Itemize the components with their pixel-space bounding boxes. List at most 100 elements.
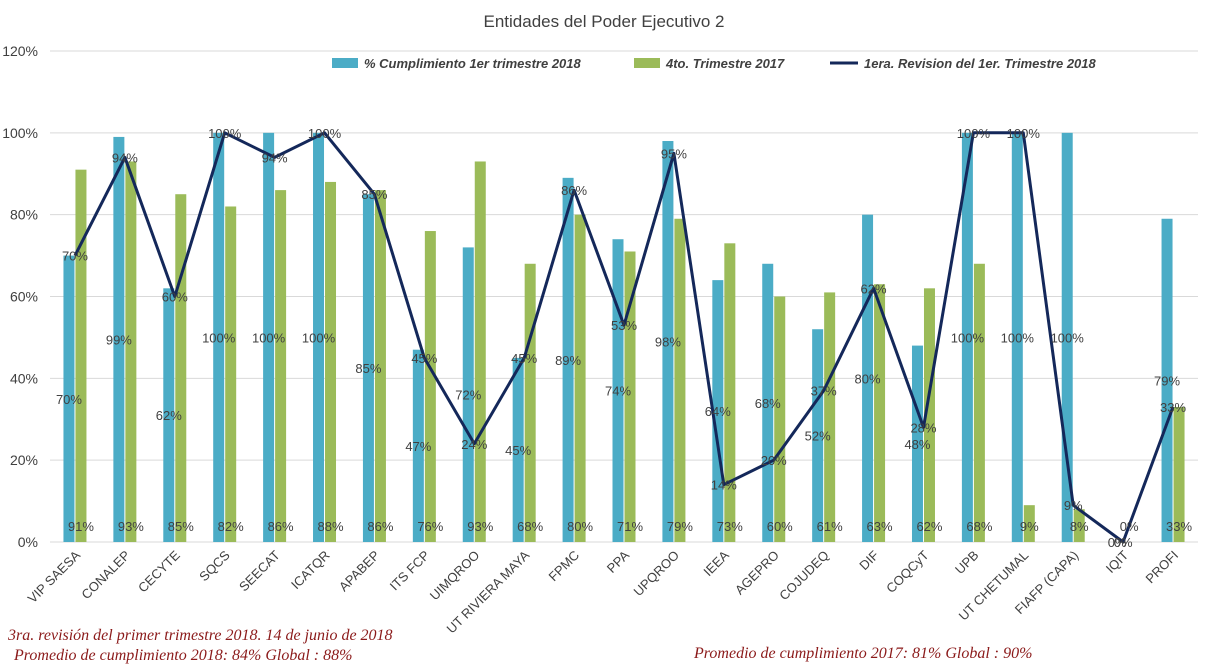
bar-4to-trimestre-2017	[973, 263, 985, 542]
bar-cumplimiento-2018	[1011, 132, 1023, 543]
data-label-4to-trimestre-2017: 82%	[218, 519, 244, 534]
bar-4to-trimestre-2017	[724, 243, 736, 542]
data-label-4to-trimestre-2017: 93%	[118, 519, 144, 534]
bar-cumplimiento-2018	[812, 329, 824, 542]
legend-swatch-1	[332, 58, 358, 68]
data-label-4to-trimestre-2017: 0%	[1120, 519, 1139, 534]
data-label-4to-trimestre-2017: 60%	[767, 519, 793, 534]
average-2017-note: Promedio de cumplimiento 2017: 81% Globa…	[694, 645, 1033, 662]
data-label-4to-trimestre-2017: 80%	[567, 519, 593, 534]
bar-cumplimiento-2018	[313, 132, 325, 543]
bar-cumplimiento-2018	[113, 136, 125, 543]
y-tick-label: 40%	[10, 370, 38, 386]
legend-swatch-2	[634, 58, 660, 68]
data-label-4to-trimestre-2017: 85%	[168, 519, 194, 534]
data-label-cumplimiento-2018: 62%	[156, 408, 182, 423]
data-label-1era-revision: 37%	[811, 384, 837, 399]
bar-4to-trimestre-2017	[624, 251, 636, 542]
data-label-4to-trimestre-2017: 63%	[867, 519, 893, 534]
data-label-4to-trimestre-2017: 61%	[817, 519, 843, 534]
bar-4to-trimestre-2017	[674, 218, 686, 542]
revision-note: 3ra. revisión del primer trimestre 2018.…	[8, 627, 393, 644]
data-label-1era-revision: 100%	[308, 126, 342, 141]
data-label-cumplimiento-2018: 79%	[1154, 373, 1180, 388]
data-label-1era-revision: 20%	[761, 453, 787, 468]
x-tick-label: IQIT	[1103, 547, 1132, 576]
bar-cumplimiento-2018	[512, 357, 524, 542]
x-tick-label: UPB	[952, 548, 982, 578]
bar-cumplimiento-2018	[462, 247, 474, 542]
data-label-1era-revision: 45%	[511, 351, 537, 366]
bar-4to-trimestre-2017	[1173, 406, 1185, 542]
data-label-cumplimiento-2018: 0%	[1108, 535, 1127, 550]
data-label-1era-revision: 24%	[461, 437, 487, 452]
data-label-1era-revision: 62%	[861, 281, 887, 296]
data-label-1era-revision: 14%	[711, 478, 737, 493]
bar-4to-trimestre-2017	[125, 161, 137, 542]
data-label-4to-trimestre-2017: 76%	[417, 519, 443, 534]
data-label-4to-trimestre-2017: 86%	[367, 519, 393, 534]
data-label-cumplimiento-2018: 48%	[904, 437, 930, 452]
data-label-1era-revision: 53%	[611, 318, 637, 333]
x-tick-label: APABEP	[336, 548, 383, 595]
bar-cumplimiento-2018	[163, 288, 175, 542]
data-label-cumplimiento-2018: 68%	[755, 396, 781, 411]
y-tick-label: 20%	[10, 452, 38, 468]
y-tick-label: 120%	[2, 43, 38, 59]
data-label-1era-revision: 94%	[112, 150, 138, 165]
data-label-4to-trimestre-2017: 71%	[617, 519, 643, 534]
data-label-1era-revision: 70%	[62, 249, 88, 264]
bar-4to-trimestre-2017	[325, 181, 337, 542]
bar-4to-trimestre-2017	[275, 190, 287, 542]
data-label-4to-trimestre-2017: 9%	[1020, 519, 1039, 534]
data-label-1era-revision: 33%	[1160, 400, 1186, 415]
y-tick-label: 80%	[10, 207, 38, 223]
x-tick-label: PROFI	[1142, 548, 1181, 587]
line-1era-revision	[73, 131, 1175, 544]
bar-cumplimiento-2018	[213, 132, 225, 543]
x-tick-label: ICATQR	[288, 548, 333, 593]
data-label-1era-revision: 94%	[262, 150, 288, 165]
bar-cumplimiento-2018	[712, 280, 724, 542]
data-label-4to-trimestre-2017: 68%	[517, 519, 543, 534]
bar-cumplimiento-2018	[1161, 218, 1173, 542]
bar-cumplimiento-2018	[1061, 132, 1073, 543]
data-label-cumplimiento-2018: 80%	[855, 371, 881, 386]
bar-cumplimiento-2018	[562, 177, 574, 542]
y-tick-label: 0%	[18, 534, 38, 550]
data-label-4to-trimestre-2017: 8%	[1070, 519, 1089, 534]
data-label-cumplimiento-2018: 100%	[202, 330, 236, 345]
x-tick-label: VIP SAESA	[25, 547, 84, 606]
data-label-1era-revision: 60%	[162, 290, 188, 305]
bar-cumplimiento-2018	[862, 214, 874, 542]
x-tick-label: CECYTE	[135, 547, 183, 595]
data-label-1era-revision: 28%	[910, 420, 936, 435]
data-label-cumplimiento-2018: 89%	[555, 353, 581, 368]
x-tick-label: DIF	[856, 547, 881, 572]
x-tick-label: SQCS	[196, 547, 233, 584]
bar-4to-trimestre-2017	[923, 288, 935, 542]
data-label-cumplimiento-2018: 85%	[355, 361, 381, 376]
data-label-1era-revision: 86%	[561, 183, 587, 198]
data-label-cumplimiento-2018: 74%	[605, 384, 631, 399]
bar-cumplimiento-2018	[362, 194, 374, 543]
data-label-4to-trimestre-2017: 86%	[268, 519, 294, 534]
data-label-4to-trimestre-2017: 62%	[916, 519, 942, 534]
y-tick-label: 100%	[2, 125, 38, 141]
data-label-4to-trimestre-2017: 93%	[467, 519, 493, 534]
x-tick-label: COJUDEQ	[776, 548, 832, 604]
bar-4to-trimestre-2017	[1023, 505, 1035, 542]
x-tick-label: IEEA	[700, 547, 732, 579]
data-label-1era-revision: 45%	[411, 351, 437, 366]
bar-cumplimiento-2018	[762, 263, 774, 542]
data-label-4to-trimestre-2017: 68%	[966, 519, 992, 534]
bar-4to-trimestre-2017	[824, 292, 836, 542]
data-label-cumplimiento-2018: 52%	[805, 429, 831, 444]
data-label-1era-revision: 100%	[1007, 126, 1041, 141]
bar-cumplimiento-2018	[662, 141, 674, 542]
bar-4to-trimestre-2017	[75, 169, 87, 543]
bar-4to-trimestre-2017	[574, 214, 586, 542]
legend-label-3: 1era. Revision del 1er. Trimestre 2018	[864, 56, 1097, 71]
bar-cumplimiento-2018	[612, 239, 624, 542]
bar-4to-trimestre-2017	[874, 284, 886, 542]
